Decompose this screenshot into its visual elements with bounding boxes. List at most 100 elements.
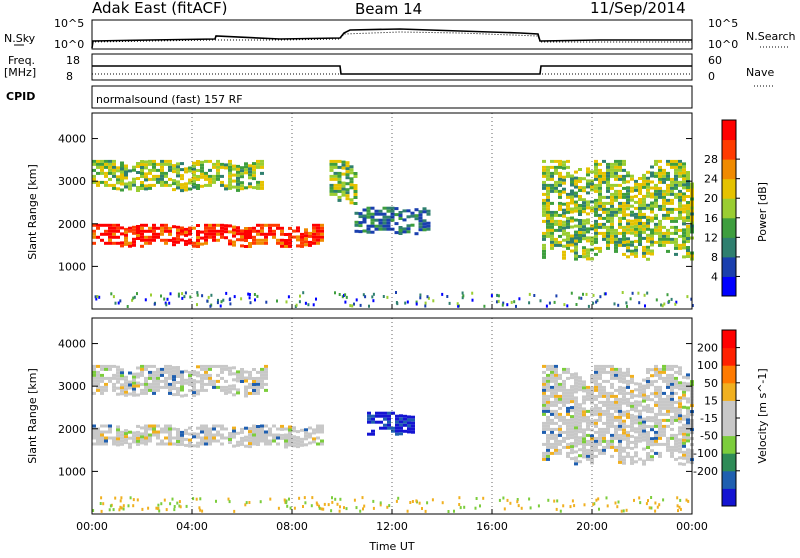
velocity-cell [200, 427, 204, 431]
power-cell [92, 229, 96, 233]
power-cell [566, 216, 570, 220]
velocity-cell [658, 406, 662, 410]
power-cell [345, 170, 350, 174]
velocity-cell [100, 373, 104, 377]
power-noise-cell [533, 294, 536, 297]
power-colorbar-label: Power [dB] [756, 182, 769, 242]
power-cell [606, 186, 610, 190]
velocity-cell [116, 434, 120, 438]
power-cell [670, 201, 674, 205]
power-cell [374, 227, 379, 231]
power-cell [172, 179, 176, 183]
power-cell [228, 159, 232, 163]
power-cell [578, 234, 582, 237]
velocity-cell [622, 395, 626, 399]
velocity-cell [252, 424, 256, 428]
velocity-cell [654, 433, 658, 437]
power-cell [418, 210, 423, 214]
velocity-noise-cell [409, 501, 412, 504]
velocity-noise-cell [475, 497, 478, 500]
velocity-cell [566, 400, 570, 404]
velocity-cell [148, 433, 152, 437]
power-cell [333, 186, 338, 190]
power-cell [642, 179, 646, 183]
power-cell [264, 241, 268, 245]
power-cell [598, 189, 602, 193]
power-cell [670, 240, 674, 244]
velocity-noise-cell [114, 496, 117, 500]
velocity-cell [554, 394, 558, 398]
power-cell [678, 243, 682, 247]
power-cell [542, 237, 546, 241]
velocity-cell [566, 370, 570, 374]
velocity-cell [646, 446, 650, 449]
velocity-noise-cell [685, 498, 688, 502]
power-cell [678, 246, 682, 250]
velocity-cell [108, 424, 112, 428]
velocity-cell [92, 436, 96, 440]
power-cell [312, 232, 316, 236]
power-cell [268, 232, 272, 236]
power-cell [374, 218, 379, 222]
velocity-cell [654, 436, 658, 440]
power-cell [558, 189, 562, 193]
power-cell [116, 235, 120, 239]
power-cell [244, 233, 248, 236]
freq-label: Freq. [8, 54, 35, 67]
velocity-cell [172, 393, 176, 397]
power-cell [542, 213, 546, 217]
velocity-cell [646, 368, 650, 371]
velocity-cell [546, 406, 550, 410]
power-cell [398, 229, 403, 232]
power-cell [252, 171, 256, 175]
velocity-cell [646, 383, 650, 386]
power-cell [606, 234, 610, 238]
velocity-cell [646, 377, 650, 380]
velocity-cell [132, 381, 136, 385]
power-cell [582, 189, 586, 193]
power-cell [92, 159, 96, 163]
velocity-cell [184, 381, 188, 385]
velocity-cell [542, 379, 546, 383]
power-cell [662, 189, 666, 193]
velocity-cell [662, 370, 666, 374]
velocity-cell [96, 379, 100, 383]
velocity-cell [264, 439, 268, 443]
velocity-cell [208, 373, 212, 377]
power-cell [320, 232, 324, 236]
power-cell [200, 242, 204, 246]
velocity-cell [606, 418, 610, 422]
power-cell [550, 177, 554, 181]
power-cell [554, 159, 558, 163]
velocity-cell [148, 376, 152, 380]
power-cell [634, 188, 638, 192]
power-cell [108, 226, 112, 230]
velocity-cell [546, 442, 550, 446]
velocity-noise-cell [100, 509, 103, 513]
power-noise-cell [189, 295, 192, 299]
velocity-cell [614, 400, 618, 404]
power-cell [132, 180, 136, 184]
power-cell [606, 225, 610, 229]
velocity-cell [260, 433, 264, 437]
velocity-cell [204, 382, 208, 386]
power-cell [642, 194, 646, 198]
velocity-cell [204, 427, 208, 431]
velocity-cell [686, 439, 690, 443]
power-cell [602, 222, 606, 226]
power-cell [370, 218, 375, 222]
velocity-cell [670, 436, 674, 440]
velocity-cell [140, 441, 144, 445]
velocity-cell [654, 418, 658, 422]
power-noise-cell [419, 296, 422, 300]
velocity-cell [550, 430, 554, 434]
power-cell [418, 216, 423, 220]
power-cell [104, 159, 108, 163]
velocity-cell [550, 394, 554, 398]
power-cell [96, 165, 100, 169]
power-cell [422, 225, 427, 229]
velocity-cell [570, 394, 574, 398]
velocity-cell [594, 406, 598, 410]
power-cell [606, 237, 610, 241]
velocity-cell [550, 370, 554, 374]
